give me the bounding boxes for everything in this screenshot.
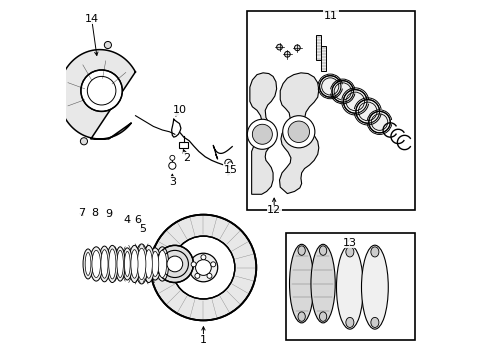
Circle shape [80, 138, 87, 145]
Text: 4: 4 [123, 215, 131, 225]
Ellipse shape [122, 248, 132, 280]
Circle shape [319, 76, 340, 97]
Circle shape [156, 246, 193, 283]
Ellipse shape [131, 249, 138, 278]
Bar [316, 35, 321, 60]
Ellipse shape [336, 245, 363, 329]
Text: 12: 12 [266, 205, 281, 215]
Ellipse shape [101, 249, 108, 278]
Text: 13: 13 [342, 238, 356, 248]
Ellipse shape [151, 251, 159, 276]
Bar [320, 46, 325, 71]
Ellipse shape [99, 246, 110, 282]
Bar [179, 142, 188, 148]
Circle shape [168, 162, 176, 169]
Polygon shape [59, 50, 135, 139]
Polygon shape [249, 73, 276, 194]
Text: 10: 10 [172, 105, 186, 115]
Circle shape [206, 273, 211, 278]
Ellipse shape [158, 250, 166, 278]
Circle shape [81, 70, 122, 111]
Circle shape [294, 45, 300, 51]
Text: 3: 3 [168, 177, 176, 187]
Circle shape [189, 253, 217, 282]
Circle shape [331, 81, 353, 102]
Circle shape [169, 156, 175, 160]
Ellipse shape [115, 247, 125, 281]
Circle shape [210, 262, 215, 267]
Circle shape [195, 273, 200, 278]
Ellipse shape [289, 244, 313, 323]
Circle shape [252, 124, 272, 144]
Ellipse shape [124, 251, 130, 276]
Ellipse shape [361, 245, 387, 329]
Ellipse shape [297, 246, 305, 255]
Circle shape [276, 44, 282, 50]
Circle shape [150, 215, 256, 320]
Text: 6: 6 [134, 215, 141, 225]
Ellipse shape [135, 244, 148, 284]
Ellipse shape [85, 252, 91, 275]
Text: 7: 7 [78, 208, 84, 218]
Circle shape [355, 100, 379, 123]
Text: 14: 14 [84, 14, 99, 23]
Ellipse shape [310, 244, 335, 323]
Ellipse shape [149, 248, 161, 280]
Text: 5: 5 [139, 224, 146, 234]
Ellipse shape [92, 250, 101, 278]
Circle shape [282, 116, 314, 148]
Ellipse shape [156, 247, 168, 281]
Ellipse shape [137, 248, 145, 280]
Circle shape [284, 51, 290, 57]
Circle shape [195, 260, 211, 275]
Circle shape [224, 159, 231, 166]
Ellipse shape [370, 318, 378, 328]
Ellipse shape [145, 249, 152, 278]
Ellipse shape [117, 250, 123, 278]
Circle shape [201, 255, 205, 260]
Circle shape [53, 73, 60, 81]
Ellipse shape [128, 246, 140, 283]
Circle shape [227, 162, 232, 167]
Bar [285, 233, 414, 340]
Text: 1: 1 [200, 335, 206, 345]
Ellipse shape [297, 312, 305, 321]
Ellipse shape [83, 249, 93, 279]
Text: 11: 11 [323, 11, 337, 21]
Circle shape [343, 90, 366, 113]
Circle shape [104, 41, 111, 49]
Circle shape [368, 111, 389, 133]
Ellipse shape [319, 246, 326, 255]
Ellipse shape [108, 249, 116, 279]
Circle shape [172, 236, 234, 299]
Ellipse shape [106, 246, 118, 283]
Text: 9: 9 [105, 209, 112, 219]
Ellipse shape [345, 318, 353, 328]
Text: 15: 15 [224, 165, 238, 175]
Ellipse shape [345, 247, 353, 257]
Circle shape [166, 256, 183, 272]
Text: 8: 8 [91, 208, 99, 218]
Circle shape [191, 262, 196, 267]
Polygon shape [279, 73, 318, 194]
Text: 2: 2 [183, 153, 190, 163]
Circle shape [247, 119, 277, 149]
Bar [247, 12, 414, 210]
Ellipse shape [90, 247, 102, 281]
Ellipse shape [319, 312, 326, 321]
Ellipse shape [370, 247, 378, 257]
Ellipse shape [143, 246, 154, 283]
Circle shape [287, 121, 309, 143]
